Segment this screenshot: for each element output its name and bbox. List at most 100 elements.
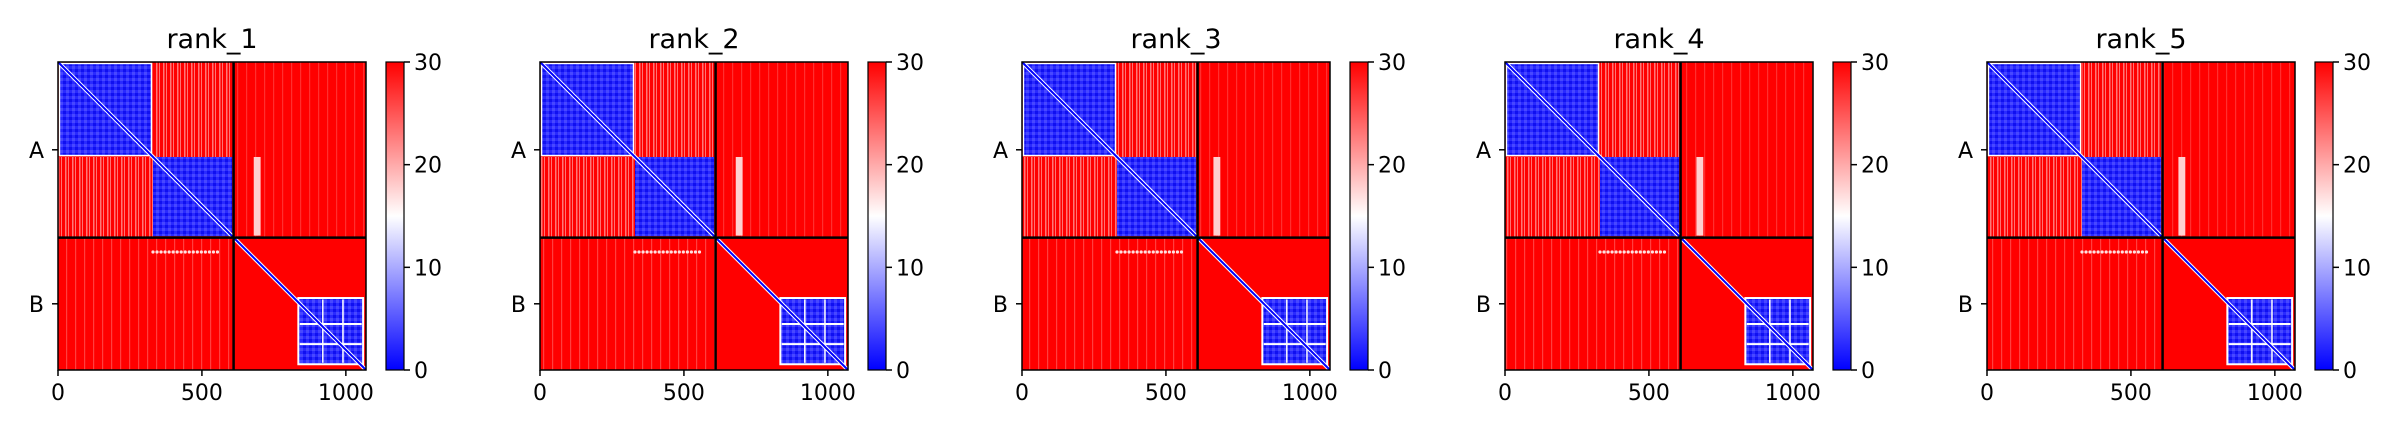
colorbar-tick-label: 0 [414, 359, 428, 384]
heatmap-stripe [256, 156, 261, 236]
heatmap-diagonal [1679, 236, 1814, 371]
heatmap-dot [637, 250, 641, 254]
heatmap-diagonal [714, 236, 849, 371]
axes-frame [1021, 61, 1331, 371]
heatmap-stripe-region [1505, 237, 1681, 370]
heatmap-stripe [1699, 156, 1704, 236]
x-tick-label: 500 [181, 381, 223, 406]
heatmap-dot [2104, 250, 2108, 254]
heatmap-dot [1179, 250, 1184, 254]
heatmap-diagonal [2161, 236, 2296, 371]
heatmap-dot [179, 250, 183, 254]
heatmap-diagonal [1196, 236, 1331, 371]
heatmap-diagonal [539, 61, 717, 239]
chart-title: rank_1 [166, 24, 257, 55]
colorbar-tick-label: 30 [414, 51, 442, 76]
heatmap-dot [689, 250, 694, 254]
axes-frame [1504, 61, 1814, 371]
heatmap-dot [657, 250, 661, 254]
heatmap-dot [2140, 250, 2145, 254]
colorbar-tick-label: 10 [1861, 256, 1889, 281]
heatmap-diagonal [57, 61, 235, 239]
heatmap-dot [1135, 250, 1139, 254]
heatmap-dot [2132, 250, 2136, 254]
colorbar-tick-label: 10 [2343, 256, 2371, 281]
heatmap-dot [1610, 250, 1614, 254]
heatmap-domain-block [1261, 297, 1329, 366]
colorbar-tick-label: 20 [896, 154, 924, 179]
x-tick-label: 1000 [1282, 381, 1338, 406]
heatmap-dot [1618, 250, 1622, 254]
heatmap-dot [1626, 250, 1630, 254]
heatmap-dot [2128, 250, 2132, 254]
heatmap-dot [1638, 250, 1642, 254]
colorbar [867, 61, 887, 371]
heatmap-domain-block [1744, 297, 1812, 366]
heatmap-stripe-region [1599, 62, 1681, 157]
heatmap-dot [2084, 250, 2088, 254]
heatmap-dot [1127, 250, 1131, 254]
y-tick-label: A [993, 139, 1008, 164]
heatmap-dot [1151, 250, 1155, 254]
heatmap-dot [2112, 250, 2116, 254]
heatmap-dot [665, 250, 669, 254]
heatmap-dot [1139, 250, 1143, 254]
colorbar-tick-label: 30 [1378, 51, 1406, 76]
colorbar-tick-label: 30 [1861, 51, 1889, 76]
x-tick-label: 1000 [1765, 381, 1821, 406]
colorbar-tick-label: 30 [2343, 51, 2371, 76]
heatmap-diagonal [1986, 61, 2164, 239]
heatmap-domain-block [297, 297, 365, 366]
x-tick-label: 1000 [800, 381, 856, 406]
x-tick-label: 0 [1015, 381, 1029, 406]
heatmap-dot [673, 250, 677, 254]
heatmap-dot [653, 250, 657, 254]
heatmap-dot [1147, 250, 1151, 254]
heatmap-dot [661, 250, 665, 254]
heatmap-dot [2080, 250, 2084, 254]
heatmap-dot [151, 250, 155, 254]
heatmap-panel-5: rank_5 A B 0 500 1000 0 10 20 30 [1958, 24, 2371, 406]
heatmap-dot [2124, 250, 2128, 254]
heatmap-dot [1630, 250, 1634, 254]
x-tick-label: 500 [1145, 381, 1187, 406]
y-tick-label: A [1476, 139, 1491, 164]
heatmap-dot [645, 250, 649, 254]
colorbar [1832, 61, 1852, 371]
y-tick-label: A [1958, 139, 1973, 164]
heatmap-stripe-region [2081, 62, 2163, 157]
heatmap-dot [2092, 250, 2096, 254]
colorbar-tick-label: 20 [414, 154, 442, 179]
y-tick-label: B [1476, 293, 1491, 318]
heatmap-stripe [1696, 156, 1701, 236]
heatmap-dot [2088, 250, 2092, 254]
heatmap-stripe-region [1022, 237, 1198, 370]
heatmap-dot [183, 250, 187, 254]
colorbar-tick-label: 0 [1861, 359, 1875, 384]
heatmap-stripe-region [715, 62, 848, 238]
colorbar-tick-label: 30 [896, 51, 924, 76]
colorbar [385, 61, 405, 371]
x-tick-label: 1000 [2247, 381, 2303, 406]
heatmap-dot [1119, 250, 1123, 254]
chart-title: rank_5 [2095, 24, 2186, 55]
heatmap-dot [163, 250, 167, 254]
heatmap-stripe-region [1987, 156, 2082, 238]
heatmap-dot [685, 250, 689, 254]
heatmap-dot [649, 250, 653, 254]
x-tick-label: 1000 [318, 381, 374, 406]
heatmap-stripe [738, 156, 743, 236]
heatmap-dot [1123, 250, 1127, 254]
heatmap-dot [187, 250, 191, 254]
heatmap-stripe-region [152, 62, 234, 157]
colorbar-tick-label: 20 [1861, 154, 1889, 179]
colorbar [1349, 61, 1369, 371]
colorbar-tick-label: 20 [2343, 154, 2371, 179]
heatmap-dot [1602, 250, 1606, 254]
heatmap-diagonal [232, 236, 367, 371]
heatmap-panel-4: rank_4 A B 0 500 1000 0 10 20 30 [1476, 24, 1889, 406]
heatmap-dot [215, 250, 220, 254]
heatmap-dot [2136, 250, 2141, 254]
heatmap-dot [207, 250, 212, 254]
